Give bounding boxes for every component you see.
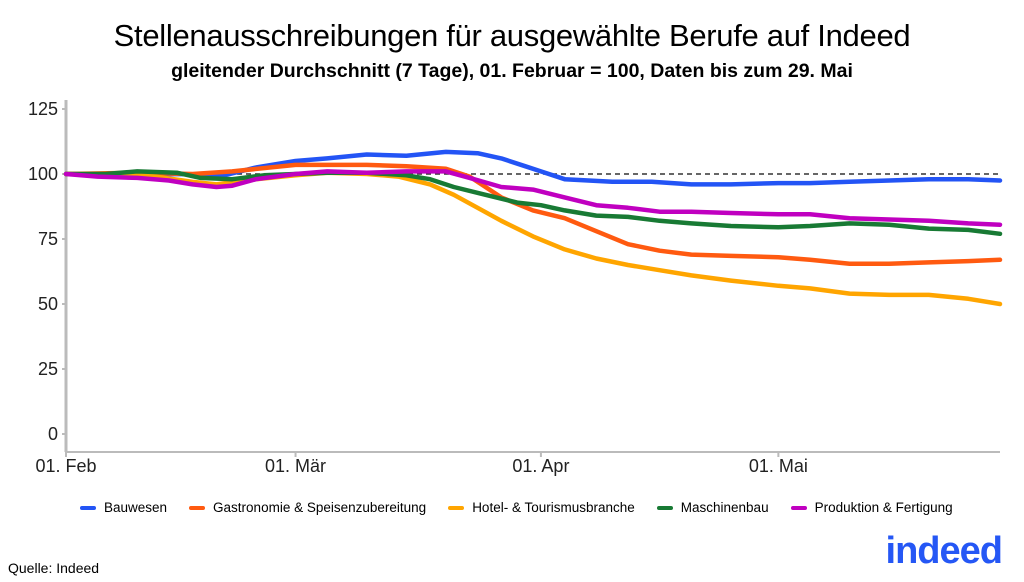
legend-item-hotel: Hotel- & Tourismusbranche — [448, 500, 635, 515]
source-note: Quelle: Indeed — [8, 560, 100, 576]
legend-item-bauwesen: Bauwesen — [80, 500, 167, 515]
legend-swatch — [448, 505, 465, 510]
legend-label: Hotel- & Tourismusbranche — [472, 500, 635, 515]
legend-swatch — [656, 505, 673, 510]
y-tick-label: 0 — [48, 424, 58, 444]
x-tick-label: 01. Feb — [35, 456, 96, 476]
legend-swatch — [790, 505, 807, 510]
chart-title: Stellenausschreibungen für ausgewählte B… — [113, 18, 911, 53]
series-line-3 — [63, 169, 1003, 237]
legend: Bauwesen Gastronomie & Speisenzubereitun… — [80, 500, 953, 515]
legend-label: Produktion & Fertigung — [814, 500, 953, 515]
x-tick-label: 01. Apr — [512, 456, 569, 476]
legend-label: Maschinenbau — [680, 500, 769, 515]
y-tick-label: 50 — [38, 294, 58, 314]
chart-subtitle: gleitender Durchschnitt (7 Tage), 01. Fe… — [171, 60, 853, 82]
y-tick-label: 75 — [38, 229, 58, 249]
legend-swatch — [189, 505, 206, 510]
legend-swatch — [80, 505, 96, 510]
legend-label: Bauwesen — [104, 500, 168, 515]
legend-item-produktion: Produktion & Fertigung — [790, 500, 953, 515]
legend-item-gastronomie: Gastronomie & Speisenzubereitung — [189, 500, 426, 515]
series-line-1 — [63, 162, 1003, 266]
legend-label: Gastronomie & Speisenzubereitung — [213, 500, 427, 515]
y-tick-label: 25 — [38, 359, 58, 379]
y-tick-label: 100 — [28, 164, 58, 184]
series-line-2 — [63, 170, 1003, 307]
line-chart: 0 25 50 75 100 125 01. Feb 01. Mär 01. Apr 01. Ma… — [28, 99, 1003, 476]
indeed-logo: indeed — [885, 530, 1003, 572]
x-tick-label: 01. Mär — [265, 456, 326, 476]
x-tick-label: 01. Mai — [749, 456, 808, 476]
series-line-4 — [63, 169, 1003, 227]
legend-item-maschinenbau: Maschinenbau — [656, 500, 769, 515]
y-tick-label: 125 — [28, 99, 58, 119]
